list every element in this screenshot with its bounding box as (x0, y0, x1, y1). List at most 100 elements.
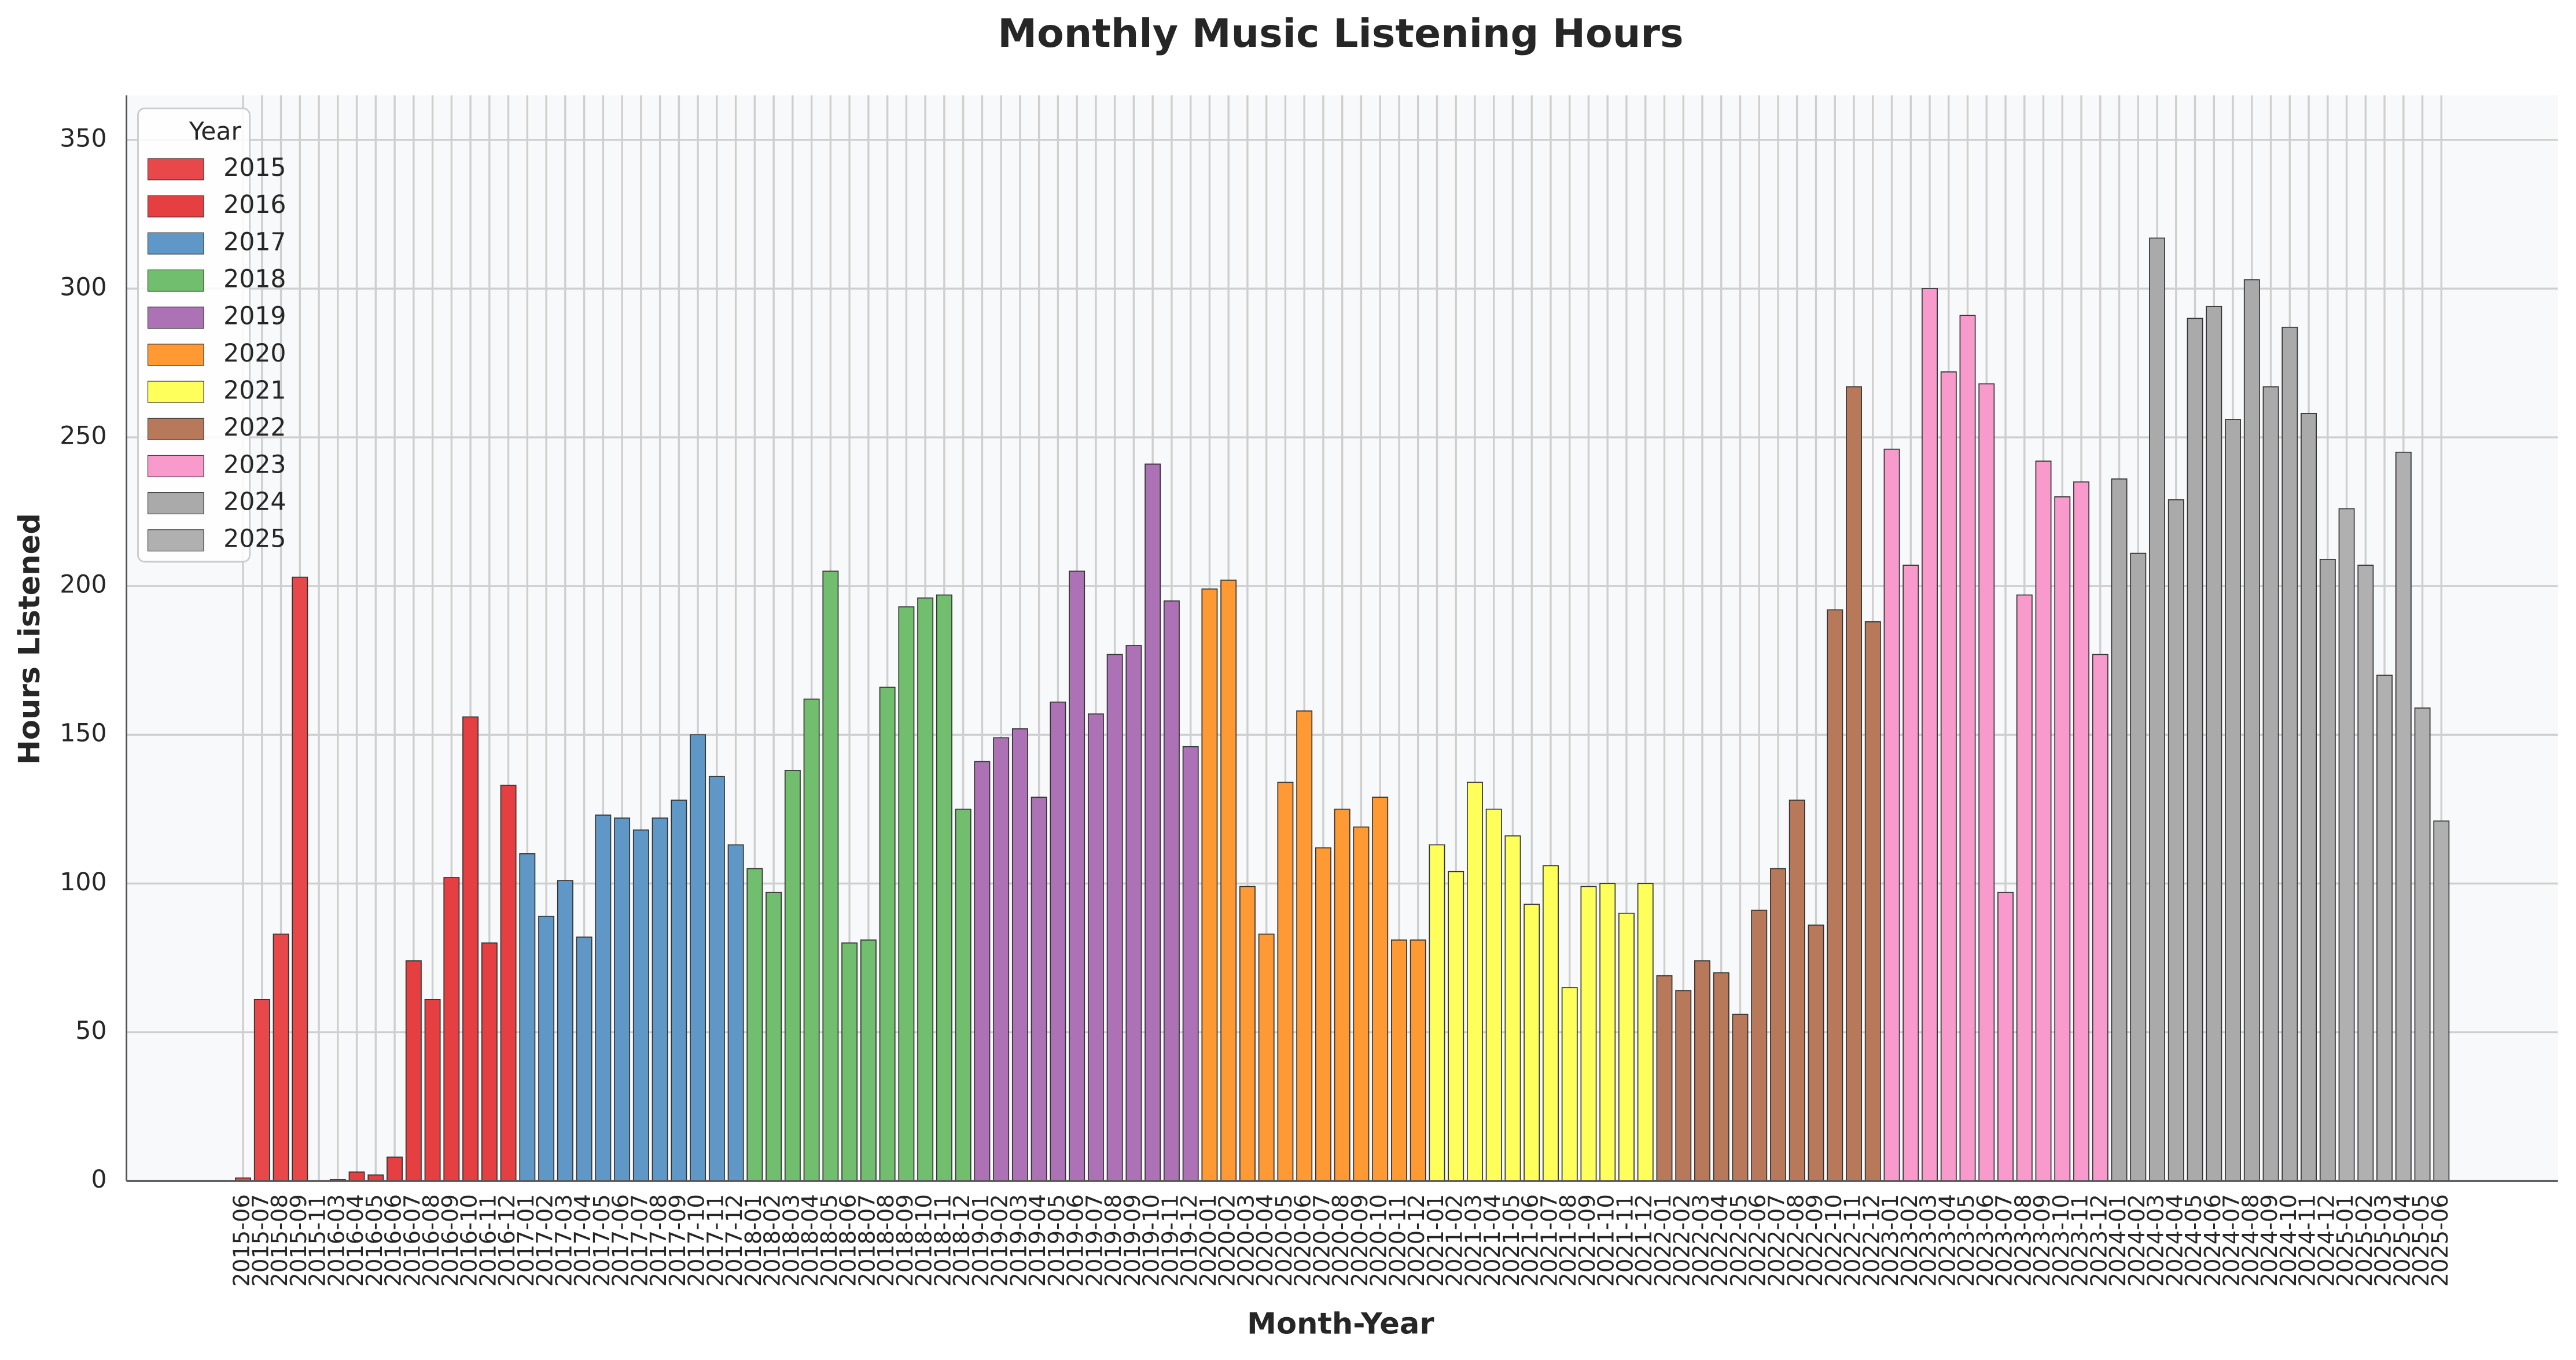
x-tick-label: 2019-01 (968, 1194, 994, 1287)
x-tick-label: 2016-12 (494, 1194, 520, 1287)
y-axis-title: Hours Listened (13, 513, 47, 765)
x-tick-label: 2021-03 (1460, 1194, 1486, 1287)
bar (955, 808, 971, 1182)
bar (2035, 460, 2052, 1182)
x-tick-label: 2023-04 (1934, 1194, 1960, 1287)
bar (1334, 808, 1350, 1182)
x-tick-label: 2019-10 (1139, 1194, 1165, 1287)
legend-label: 2020 (223, 339, 286, 368)
bar (1732, 1013, 1749, 1182)
x-tick-label: 2021-01 (1423, 1194, 1449, 1287)
x-tick-label: 2023-06 (1973, 1194, 1999, 1287)
bar (2395, 451, 2412, 1182)
bar (1467, 782, 1483, 1182)
x-tick-label: 2024-12 (2313, 1194, 2339, 1287)
legend-swatch (147, 381, 204, 403)
x-tick-label: 2022-01 (1650, 1194, 1676, 1287)
x-tick-label: 2019-11 (1157, 1194, 1183, 1287)
bar (1846, 386, 1862, 1182)
bar (1448, 871, 1464, 1182)
bar (1789, 799, 1805, 1182)
x-tick-label: 2023-02 (1897, 1194, 1923, 1287)
bar (1504, 835, 1521, 1182)
x-tick-label: 2017-12 (722, 1194, 748, 1287)
bar (1694, 960, 1710, 1182)
x-tick-label: 2015-08 (267, 1194, 293, 1287)
x-tick-label: 2021-02 (1442, 1194, 1468, 1287)
bar (1220, 579, 1237, 1182)
bar (1827, 609, 1843, 1182)
legend-title: Year (189, 117, 242, 146)
x-tick-label: 2016-10 (457, 1194, 483, 1287)
x-tick-label: 2025-01 (2332, 1194, 2358, 1287)
y-tick-label: 150 (60, 719, 106, 748)
bar (1372, 797, 1389, 1182)
x-tick-label: 2020-10 (1366, 1194, 1392, 1287)
chart-title: Monthly Music Listening Hours (998, 11, 1683, 57)
bar (1277, 782, 1294, 1182)
bar (405, 960, 422, 1182)
bar (1296, 710, 1313, 1182)
x-tick-label: 2018-09 (892, 1194, 918, 1287)
bar (1258, 933, 1275, 1182)
x-tick-label: 2022-11 (1840, 1194, 1866, 1287)
x-tick-label: 2025-02 (2351, 1194, 2378, 1287)
bar (1429, 844, 1445, 1182)
bar (1239, 886, 1256, 1182)
bar (746, 868, 763, 1182)
bar (1864, 621, 1881, 1182)
x-tick-label: 2018-01 (741, 1194, 767, 1287)
x-tick-label: 2019-06 (1063, 1194, 1089, 1287)
legend-swatch (147, 455, 204, 477)
bar (2187, 318, 2203, 1182)
legend-label: 2021 (223, 376, 286, 405)
legend-label: 2024 (223, 487, 286, 516)
bars (235, 237, 2450, 1182)
x-tick-label: 2018-03 (778, 1194, 804, 1287)
x-tick-label: 2024-03 (2143, 1194, 2169, 1287)
bar (2376, 675, 2393, 1182)
bar (292, 576, 308, 1182)
bar (1978, 383, 1995, 1182)
x-tick-label: 2016-08 (418, 1194, 444, 1287)
y-tick-label: 350 (60, 124, 106, 153)
bar (1353, 826, 1370, 1182)
bar (519, 853, 536, 1182)
x-tick-label: 2020-08 (1328, 1194, 1354, 1287)
x-tick-label: 2023-07 (1992, 1194, 2018, 1287)
x-tick-label: 2017-06 (608, 1194, 634, 1287)
x-tick-label: 2018-04 (797, 1194, 823, 1287)
x-tick-label: 2020-03 (1233, 1194, 1259, 1287)
x-tick-label: 2020-09 (1347, 1194, 1373, 1287)
x-tick-label: 2020-02 (1215, 1194, 1241, 1287)
bar (2130, 552, 2147, 1182)
x-tick-label: 2019-02 (987, 1194, 1013, 1287)
legend: Year 2015 2016 2017 2018 2019 2020 2021 2022 202… (137, 108, 286, 563)
bar (841, 942, 858, 1182)
x-tick-label: 2024-04 (2162, 1194, 2188, 1287)
bar (2073, 481, 2089, 1182)
legend-label: 2025 (223, 525, 286, 554)
bar (1069, 570, 1085, 1182)
x-tick-label: 2020-06 (1290, 1194, 1316, 1287)
bar (1940, 371, 1957, 1182)
legend-label: 2017 (223, 227, 286, 256)
legend-swatch (147, 344, 204, 366)
bar (1315, 847, 1331, 1182)
bar (1561, 987, 1578, 1182)
x-tick-label: 2018-07 (854, 1194, 880, 1287)
bar (1163, 600, 1180, 1182)
bar (1902, 565, 1919, 1182)
bar (1087, 713, 1104, 1182)
legend-swatch (147, 529, 204, 552)
x-tick-label: 2022-06 (1745, 1194, 1771, 1287)
x-tick-label: 2021-06 (1518, 1194, 1544, 1287)
x-tick-label: 2019-08 (1101, 1194, 1127, 1287)
bar (1523, 904, 1540, 1182)
x-tick-label: 2024-05 (2181, 1194, 2207, 1287)
x-tick-label: 2020-01 (1195, 1194, 1221, 1287)
bar (538, 916, 555, 1182)
bar (671, 799, 687, 1182)
